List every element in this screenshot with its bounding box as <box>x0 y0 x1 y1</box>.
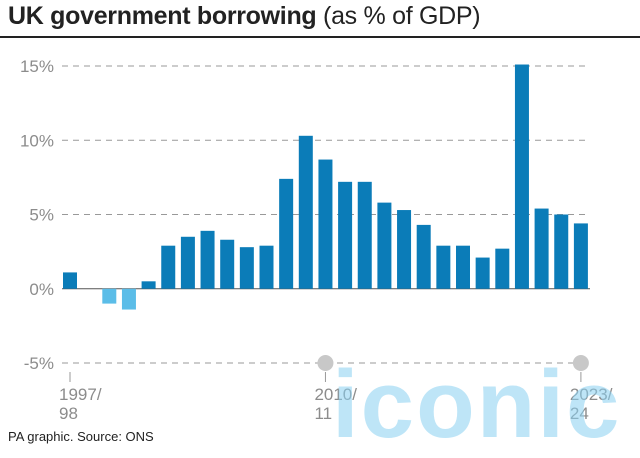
source-note: PA graphic. Source: ONS <box>8 429 154 444</box>
x-marker-dot <box>572 355 589 371</box>
bar <box>416 224 431 289</box>
bars <box>63 64 588 310</box>
bar <box>279 178 294 289</box>
bar <box>397 210 412 289</box>
bar <box>141 281 156 289</box>
bar <box>200 230 215 289</box>
bar <box>436 245 451 289</box>
x-tick-label: 2010/ <box>314 385 357 404</box>
x-axis-tick-labels: 1997/98 2010/11 2023/24 <box>59 355 613 423</box>
bar <box>161 245 176 289</box>
bar <box>220 239 235 289</box>
bar <box>180 236 195 289</box>
x-tick-label: 11 <box>314 404 332 423</box>
bar <box>514 64 529 289</box>
y-tick-label: 5% <box>29 206 54 225</box>
chart-title-sub: (as % of GDP) <box>323 2 481 30</box>
bar <box>495 248 510 289</box>
y-tick-label: 0% <box>29 280 54 299</box>
x-marker-dot <box>317 355 334 371</box>
bar <box>318 159 333 289</box>
bar <box>259 245 274 289</box>
x-tick-label: 24 <box>570 404 589 423</box>
bar <box>298 135 313 289</box>
chart-title-main: UK government borrowing <box>8 2 317 30</box>
x-tick-label: 2023/ <box>570 385 613 404</box>
bar <box>534 208 549 289</box>
bar <box>338 181 353 289</box>
bar <box>63 272 77 289</box>
bar <box>475 257 490 289</box>
watermark-logo: iconic <box>332 351 622 458</box>
y-tick-label: 10% <box>20 131 54 150</box>
x-tick-label: 1997/ <box>59 385 102 404</box>
bar <box>554 214 569 289</box>
y-axis-tick-labels: 15% 10% 5% 0% -5% <box>20 57 54 373</box>
bar <box>573 223 588 289</box>
chart-title: UK government borrowing (as % of GDP) <box>8 2 481 31</box>
y-tick-label: 15% <box>20 57 54 76</box>
bar <box>121 288 136 310</box>
bar <box>239 247 254 289</box>
bar <box>102 288 117 304</box>
bar <box>357 181 372 289</box>
title-divider <box>0 36 640 38</box>
bar <box>456 245 470 289</box>
x-tick-label: 98 <box>59 404 78 423</box>
bar <box>377 202 392 289</box>
y-tick-label: -5% <box>24 354 54 373</box>
